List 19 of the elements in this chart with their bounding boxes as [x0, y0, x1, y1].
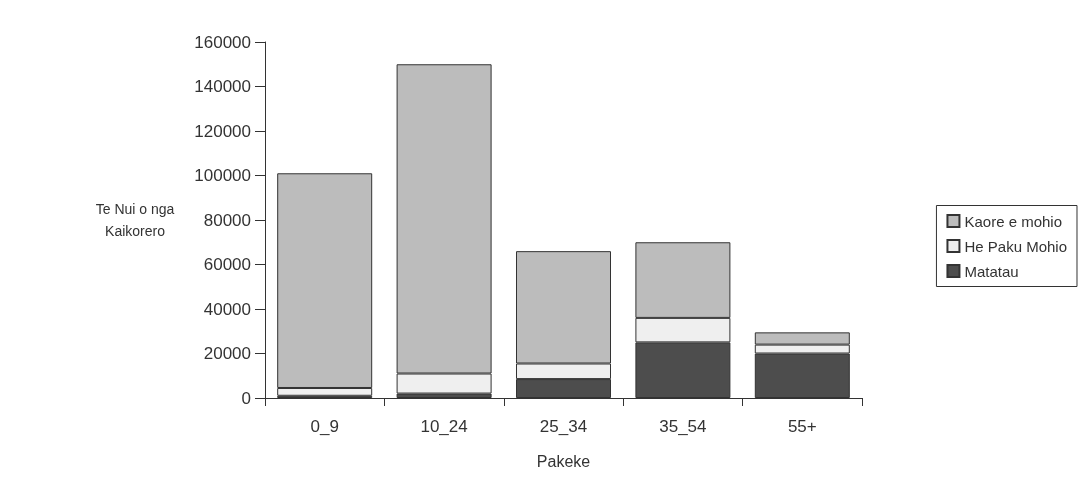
y-tick-label: 40000 [203, 299, 251, 319]
x-tick-label: 0_9 [310, 417, 339, 436]
legend-label: He Paku Mohio [964, 237, 1068, 255]
y-tick-label: 100000 [194, 166, 251, 185]
y-tick-label: 0 [241, 388, 251, 408]
y-tick-label: 140000 [194, 77, 251, 96]
y-axis-title: Te Nui o nga Kaikorero [95, 201, 175, 239]
x-tick-label: 35_54 [659, 417, 707, 436]
legend-label: Matatau [964, 262, 1019, 280]
y-tick-label: 20000 [203, 344, 251, 363]
y-tick-label: 80000 [203, 210, 251, 230]
x-tick-label: 55+ [787, 417, 817, 436]
legend-label: Kaore e mohio [964, 212, 1063, 230]
x-tick-label: 10_24 [420, 417, 468, 436]
x-tick-label: 25_34 [539, 417, 588, 436]
y-tick-label: 60000 [203, 255, 251, 274]
x-axis-title: Pakeke [536, 452, 591, 470]
y-tick-label: 160000 [194, 32, 251, 52]
y-tick-label: 120000 [194, 121, 251, 141]
